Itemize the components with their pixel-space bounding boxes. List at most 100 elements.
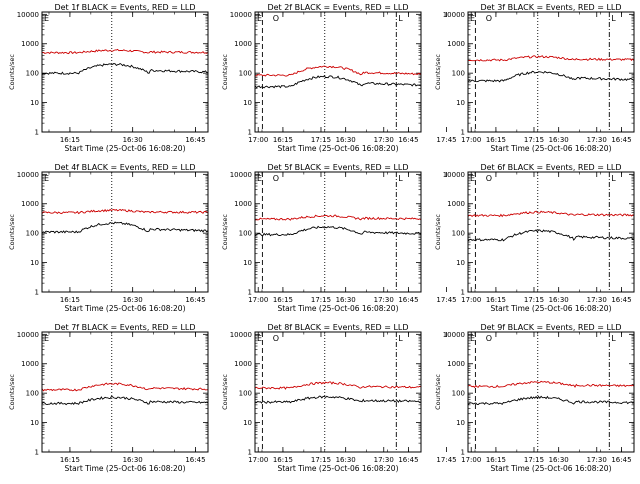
marker-e: E [44,174,49,183]
y-axis-label: Counts/sec [221,54,229,90]
x-tick-label: 17:30 [587,296,607,304]
x-tick-label: 16:45 [398,296,418,304]
y-tick-label: 10000 [230,11,252,19]
x-tick-label: 17:00 [461,456,481,464]
y-tick-label: 1 [248,129,252,137]
y-tick-label: 100 [26,230,39,238]
y-tick-label: 10000 [443,331,465,339]
x-tick-label: 17:30 [374,136,394,144]
events-series-line [468,70,634,83]
panel-6: Det 6f BLACK = Events, RED = LLD Counts/s… [434,163,635,313]
x-tick-label: 16:15 [273,456,293,464]
lld-series-line [468,55,634,62]
x-tick-label: 16:30 [123,296,143,304]
x-axis-label: Start Time (25-Oct-06 16:08:20) [490,144,611,153]
panel-frame [467,11,635,133]
events-series-line [255,75,421,89]
y-tick-label: 1 [35,129,39,137]
x-tick-label: 16:30 [549,296,569,304]
panel-frame [254,331,422,453]
y-tick-label: 100 [452,230,465,238]
lld-series-line [468,380,634,389]
y-tick-label: 100 [452,70,465,78]
lld-series-line [468,210,634,218]
y-tick-label: 100 [239,390,252,398]
panel-title: Det 6f BLACK = Events, RED = LLD [480,163,621,172]
y-tick-label: 1 [35,449,39,457]
x-tick-label: 16:30 [336,296,356,304]
x-tick-label: 16:15 [273,296,293,304]
x-tick-label: 16:30 [123,136,143,144]
panel-7: Det 7f BLACK = Events, RED = LLD Counts/s… [8,323,457,473]
y-tick-label: 1000 [21,200,39,208]
x-tick-label: 17:00 [461,136,481,144]
y-tick-label: 10000 [230,171,252,179]
x-tick-label: 16:45 [611,456,631,464]
x-axis-label: Start Time (25-Oct-06 16:08:20) [64,464,185,473]
panel-title: Det 5f BLACK = Events, RED = LLD [267,163,408,172]
y-axis-label: Counts/sec [221,374,229,410]
y-tick-label: 1000 [447,200,465,208]
y-tick-label: 100 [239,230,252,238]
panel-title: Det 7f BLACK = Events, RED = LLD [54,323,195,332]
x-tick-label: 16:45 [398,456,418,464]
panel-8: Det 8f BLACK = Events, RED = LLD Counts/s… [221,323,616,473]
x-tick-label: 16:30 [336,456,356,464]
y-tick-label: 1 [35,289,39,297]
panel-frame [467,331,635,453]
y-tick-label: 10000 [17,171,39,179]
x-axis-label: Start Time (25-Oct-06 16:08:20) [277,464,398,473]
panel-frame [41,331,209,453]
x-axis-label: Start Time (25-Oct-06 16:08:20) [277,144,398,153]
y-tick-label: 10000 [17,11,39,19]
y-tick-label: 10000 [17,331,39,339]
x-tick-label: 16:15 [60,456,80,464]
x-tick-label: 16:30 [123,456,143,464]
y-tick-label: 1 [461,129,465,137]
y-tick-label: 100 [26,70,39,78]
y-tick-label: 1 [248,449,252,457]
x-tick-label: 16:45 [398,136,418,144]
panel-5: Det 5f BLACK = Events, RED = LLD Counts/s… [221,163,616,313]
events-series-line [468,395,634,406]
y-tick-label: 100 [239,70,252,78]
x-tick-label: 17:15 [524,456,544,464]
y-axis-label: Counts/sec [221,214,229,250]
y-tick-label: 10 [243,259,252,267]
marker-o: O [273,334,279,343]
x-tick-label: 16:15 [486,456,506,464]
y-tick-label: 1000 [21,360,39,368]
events-series-line [42,396,208,406]
x-tick-label: 17:15 [524,296,544,304]
x-tick-label: 16:45 [611,136,631,144]
x-tick-label: 16:45 [185,136,205,144]
y-tick-label: 1000 [21,40,39,48]
x-tick-label: 17:30 [374,456,394,464]
panel-title: Det 4f BLACK = Events, RED = LLD [54,163,195,172]
x-tick-label: 17:15 [311,296,331,304]
marker-l: L [398,14,403,23]
x-tick-label: 16:30 [336,136,356,144]
y-tick-label: 10 [243,99,252,107]
y-tick-label: 10 [243,419,252,427]
x-tick-label: 16:30 [549,136,569,144]
lld-series-line [42,208,208,215]
x-tick-label: 17:00 [248,136,268,144]
y-tick-label: 10000 [443,171,465,179]
x-tick-label: 17:30 [587,136,607,144]
y-tick-label: 10 [456,99,465,107]
marker-e: E [44,334,49,343]
lld-series-line [42,382,208,392]
panel-frame [254,11,422,133]
x-tick-label: 16:15 [60,136,80,144]
marker-e: E [470,14,475,23]
y-tick-label: 1000 [447,40,465,48]
lld-series-line [42,48,208,55]
marker-o: O [486,174,492,183]
x-tick-label: 16:45 [611,296,631,304]
x-tick-label: 17:30 [587,456,607,464]
marker-e: E [257,14,262,23]
panel-title: Det 9f BLACK = Events, RED = LLD [480,323,621,332]
y-tick-label: 100 [452,390,465,398]
panel-3: Det 3f BLACK = Events, RED = LLD Counts/s… [434,3,635,153]
